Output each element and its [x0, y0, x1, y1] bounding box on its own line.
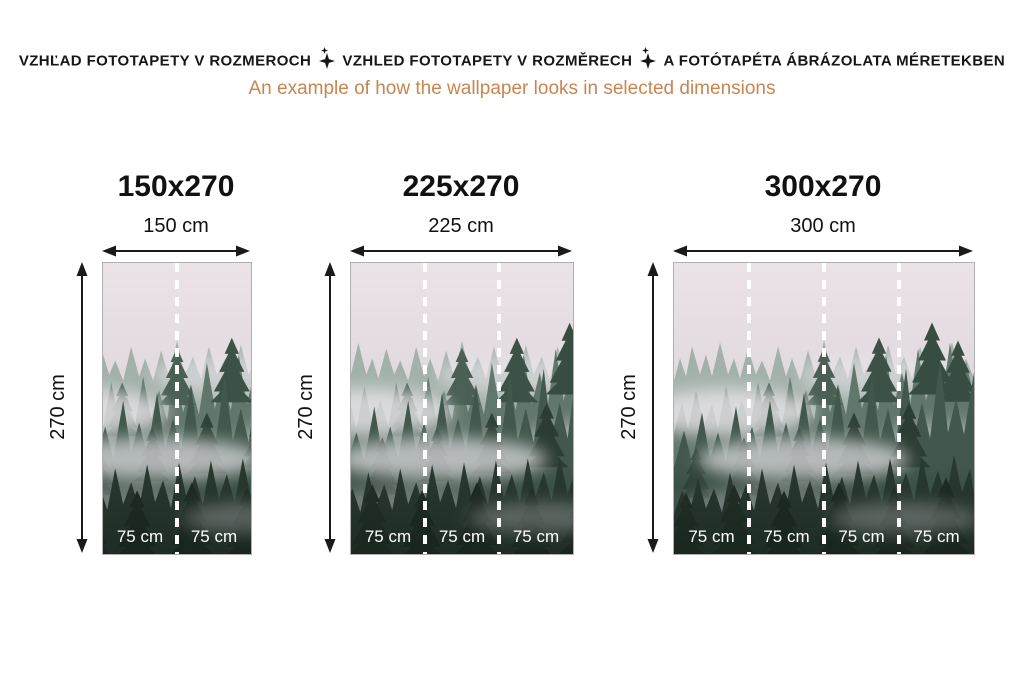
- wallpaper-preview: 75 cm 75 cm 75 cm 75 cm: [673, 262, 975, 555]
- panel-divider-dashed-line: [423, 263, 427, 554]
- panel-divider-dashed-line: [822, 263, 826, 554]
- panel-divider-dashed-line: [897, 263, 901, 554]
- panel-segment: 75 cm: [674, 263, 749, 554]
- panel-segment: 75 cm: [899, 263, 974, 554]
- panel-segments-overlay: 75 cm 75 cm 75 cm: [351, 263, 573, 554]
- wallpaper-preview: 75 cm 75 cm 75 cm: [350, 262, 574, 555]
- panel-title: 225x270: [402, 170, 520, 203]
- panel-title: 150x270: [117, 170, 235, 203]
- panel-segment: 75 cm: [425, 263, 499, 554]
- width-dimension-label: 150 cm: [143, 215, 209, 237]
- segment-width-label: 75 cm: [512, 527, 560, 546]
- header-title-hu: A FOTÓTAPÉTA ÁBRÁZOLATA MÉRETEKBEN: [663, 52, 1006, 70]
- height-arrow: [324, 262, 336, 553]
- panel-segment: 75 cm: [177, 263, 251, 554]
- panel-segments-overlay: 75 cm 75 cm 75 cm 75 cm: [674, 263, 974, 554]
- segment-width-label: 75 cm: [364, 527, 412, 546]
- segment-width-label: 75 cm: [913, 527, 960, 546]
- segment-width-label: 75 cm: [438, 527, 486, 546]
- segment-width-label: 75 cm: [116, 527, 164, 546]
- width-arrow: [102, 245, 250, 257]
- width-dimension-label: 225 cm: [428, 215, 494, 237]
- wallpaper-preview: 75 cm 75 cm: [102, 262, 252, 555]
- segment-width-label: 75 cm: [190, 527, 238, 546]
- panel-segment: 75 cm: [103, 263, 177, 554]
- page-subtitle: An example of how the wallpaper looks in…: [248, 78, 776, 99]
- height-arrow: [647, 262, 659, 553]
- width-arrow: [673, 245, 973, 257]
- width-dimension-label: 300 cm: [790, 215, 856, 237]
- header-title-sk: VZHĽAD FOTOTAPETY V ROZMEROCH: [18, 52, 312, 70]
- segment-width-label: 75 cm: [688, 527, 735, 546]
- panel-segment: 75 cm: [749, 263, 824, 554]
- height-dimension-label: 270 cm: [618, 374, 640, 440]
- sparkle-icon: [318, 47, 336, 69]
- panel-segments-overlay: 75 cm 75 cm: [103, 263, 251, 554]
- page-header-title: VZHĽAD FOTOTAPETY V ROZMEROCH VZHLED FOT…: [0, 47, 1024, 72]
- panel-divider-dashed-line: [747, 263, 751, 554]
- panel-title: 300x270: [764, 170, 882, 203]
- sparkle-icon: [639, 47, 657, 69]
- panel-divider-dashed-line: [175, 263, 179, 554]
- panel-segment: 75 cm: [499, 263, 573, 554]
- panel-segment: 75 cm: [824, 263, 899, 554]
- segment-width-label: 75 cm: [838, 527, 885, 546]
- header-title-cz: VZHLED FOTOTAPETY V ROZMĚRECH: [342, 52, 633, 70]
- segment-width-label: 75 cm: [763, 527, 810, 546]
- panel-divider-dashed-line: [497, 263, 501, 554]
- panel-segment: 75 cm: [351, 263, 425, 554]
- width-arrow: [350, 245, 572, 257]
- height-arrow: [76, 262, 88, 553]
